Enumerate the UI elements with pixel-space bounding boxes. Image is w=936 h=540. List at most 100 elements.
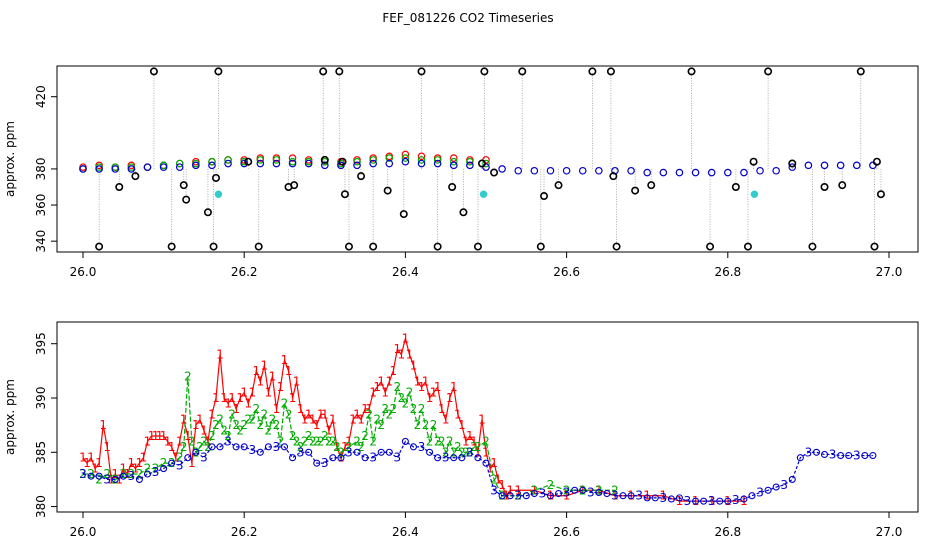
label-series-2: 2 <box>369 434 377 448</box>
label-series-1: 1 <box>148 429 156 443</box>
point-series-outliers <box>870 242 879 251</box>
point-series-3 <box>458 454 466 462</box>
point-series-outliers <box>369 242 378 251</box>
point-series-3 <box>417 159 426 168</box>
label-series-1: 1 <box>643 489 651 503</box>
label-series-1: 1 <box>426 391 434 405</box>
point-series-2 <box>353 157 361 166</box>
point-series-3 <box>264 443 272 451</box>
label-series-2: 2 <box>119 467 127 481</box>
label-series-1: 1 <box>708 494 716 508</box>
point-series-outliers <box>706 242 715 251</box>
point-series-outliers <box>459 208 468 217</box>
point-series-3 <box>143 163 152 171</box>
label-series-1: 1 <box>103 440 111 454</box>
point-series-3 <box>320 161 329 170</box>
point-series-3 <box>216 443 224 451</box>
label-series-3: 3 <box>539 487 547 501</box>
point-series-outliers <box>417 67 426 76</box>
point-series-cyan <box>479 190 488 198</box>
point-series-3 <box>554 489 563 498</box>
label-series-2: 2 <box>442 445 450 459</box>
label-series-2: 2 <box>224 429 232 443</box>
point-series-3 <box>280 443 289 451</box>
label-series-1: 1 <box>156 429 164 443</box>
y-tick-label: 380 <box>34 495 48 518</box>
label-series-1: 1 <box>406 348 414 362</box>
label-series-1: 1 <box>341 440 349 454</box>
label-series-3: 3 <box>563 485 571 499</box>
label-series-2: 2 <box>394 380 402 394</box>
point-series-outliers <box>214 67 223 76</box>
label-series-2: 2 <box>196 440 204 454</box>
point-series-outliers <box>179 181 188 190</box>
label-series-2: 2 <box>611 483 619 497</box>
label-series-3: 3 <box>103 472 111 486</box>
label-series-1: 1 <box>361 402 369 416</box>
point-series-3 <box>619 492 627 500</box>
point-series-outliers <box>319 67 328 76</box>
label-series-2: 2 <box>309 434 317 448</box>
point-series-cyan <box>750 190 759 198</box>
point-series-3 <box>603 489 611 498</box>
x-tick-label: 27.0 <box>876 525 903 539</box>
label-series-1: 1 <box>132 462 140 476</box>
label-series-2: 2 <box>220 424 228 438</box>
label-series-1: 1 <box>172 451 180 465</box>
label-series-2: 2 <box>293 434 301 448</box>
label-series-2: 2 <box>353 434 361 448</box>
top-panel-co2-scatter: 26.0 26.2 26.4 26.6 26.8 27.0 340 360 380 420 appr… <box>3 65 919 279</box>
label-series-1: 1 <box>385 375 393 389</box>
label-series-2: 2 <box>426 434 434 448</box>
point-series-outliers <box>340 190 349 199</box>
point-series-1 <box>288 154 297 162</box>
label-series-1: 1 <box>192 418 200 432</box>
label-series-1: 1 <box>305 407 313 421</box>
label-series-2: 2 <box>450 445 458 459</box>
label-series-1: 1 <box>240 386 248 400</box>
label-series-2: 2 <box>595 483 603 497</box>
x-tick-label: 26.4 <box>392 265 419 279</box>
point-series-3 <box>740 495 748 503</box>
label-series-1: 1 <box>357 413 365 427</box>
label-series-1: 1 <box>349 413 357 427</box>
label-series-2: 2 <box>381 402 389 416</box>
label-series-1: 1 <box>430 386 438 400</box>
label-series-2: 2 <box>301 434 309 448</box>
point-series-3 <box>361 454 369 462</box>
label-series-2: 2 <box>188 434 196 448</box>
label-series-2: 2 <box>410 402 418 416</box>
label-series-1: 1 <box>498 478 506 492</box>
label-series-1: 1 <box>293 375 301 389</box>
point-series-3 <box>659 168 668 177</box>
point-series-3 <box>845 451 853 460</box>
point-series-3 <box>627 492 635 500</box>
label-series-2: 2 <box>160 456 168 470</box>
point-series-3 <box>143 470 152 478</box>
point-series-3 <box>385 448 393 456</box>
point-series-3 <box>353 161 361 170</box>
label-series-1: 1 <box>152 429 160 443</box>
label-series-2: 2 <box>265 424 273 438</box>
label-series-2: 2 <box>204 440 212 454</box>
x-tick-label: 26.0 <box>70 525 97 539</box>
label-series-2: 2 <box>87 467 95 481</box>
point-series-3 <box>579 486 587 494</box>
point-series-3 <box>700 497 708 505</box>
point-series-outliers <box>211 173 220 182</box>
label-series-1: 1 <box>224 396 232 410</box>
label-series-1: 1 <box>160 429 168 443</box>
point-series-cyan <box>214 190 223 198</box>
label-series-2: 2 <box>579 483 587 497</box>
point-series-2 <box>224 156 232 164</box>
point-series-3 <box>474 454 482 462</box>
label-series-1: 1 <box>490 456 498 470</box>
label-series-2: 2 <box>325 434 333 448</box>
label-series-2: 2 <box>228 407 236 421</box>
y-tick-label: 360 <box>34 194 48 217</box>
point-series-3 <box>837 451 845 460</box>
point-series-outliers <box>749 157 758 166</box>
label-series-3: 3 <box>321 456 329 470</box>
point-series-outliers <box>115 182 124 191</box>
